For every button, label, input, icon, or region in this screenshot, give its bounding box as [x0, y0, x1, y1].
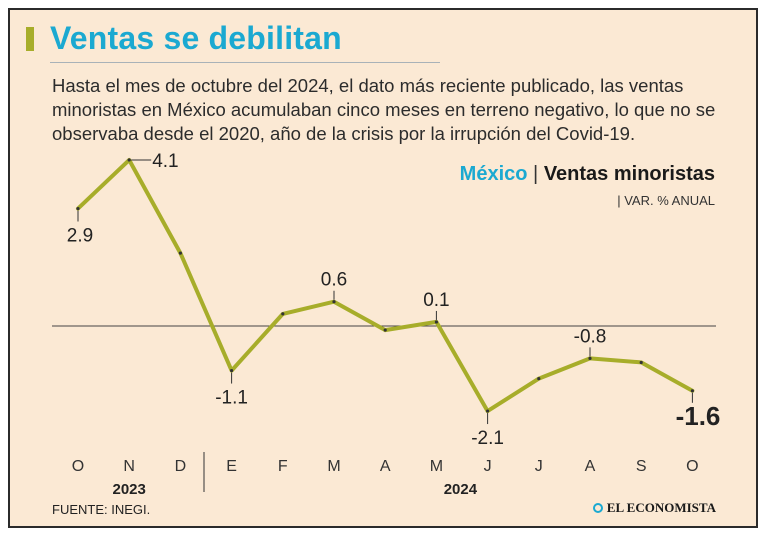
- data-point: [76, 206, 80, 211]
- data-label: 0.1: [423, 290, 449, 311]
- data-label: 0.6: [321, 270, 347, 291]
- chart-header: México | Ventas minoristas: [460, 163, 715, 186]
- data-point: [127, 158, 131, 162]
- title-accent-bar: [26, 27, 34, 51]
- title-divider: [50, 62, 440, 63]
- data-label: -1.6: [676, 401, 721, 431]
- x-tick-label: S: [636, 458, 647, 475]
- data-label: -0.8: [574, 326, 607, 347]
- data-point: [332, 300, 336, 304]
- x-tick-label: A: [585, 458, 596, 475]
- x-tick-label: N: [123, 458, 135, 475]
- x-tick-label: J: [535, 458, 543, 475]
- headline: Ventas se debilitan: [50, 20, 342, 56]
- data-point: [588, 356, 592, 360]
- chart-unit: | VAR. % ANUAL: [617, 193, 715, 208]
- x-tick-label: O: [72, 458, 84, 475]
- year-label: 2024: [444, 481, 478, 498]
- data-label: 2.9: [67, 226, 93, 247]
- x-tick-label: M: [430, 458, 443, 475]
- chart-series-label: Ventas minoristas: [543, 163, 715, 185]
- data-label: 4.1: [152, 151, 178, 172]
- data-point: [230, 368, 234, 373]
- data-point: [690, 389, 695, 393]
- year-label: 2023: [113, 481, 146, 498]
- x-tick-label: F: [278, 458, 288, 475]
- brand-name: EL ECONOMISTA: [606, 500, 716, 515]
- data-label: -1.1: [215, 388, 248, 409]
- data-point: [486, 409, 490, 413]
- brand-logo: EL ECONOMISTA: [592, 500, 716, 516]
- data-label: -2.1: [471, 428, 504, 449]
- x-tick-label: D: [175, 458, 187, 475]
- infographic-card: [8, 8, 758, 528]
- brand-icon: [592, 503, 603, 513]
- series-line: [76, 158, 695, 414]
- x-tick-label: O: [686, 458, 698, 475]
- x-tick-label: J: [484, 458, 492, 475]
- data-point: [281, 312, 285, 316]
- chart-header-separator: |: [533, 163, 539, 185]
- data-point: [383, 328, 387, 332]
- data-point: [178, 251, 182, 255]
- data-point: [537, 377, 541, 381]
- intro-paragraph: Hasta el mes de octubre del 2024, el dat…: [52, 75, 716, 144]
- source-note: FUENTE: INEGI.: [52, 502, 151, 517]
- x-tick-label: E: [226, 458, 237, 475]
- x-tick-label: M: [327, 458, 340, 475]
- chart-country: México: [459, 163, 528, 185]
- data-point: [639, 360, 643, 365]
- x-tick-label: A: [380, 458, 391, 475]
- data-point: [434, 320, 438, 324]
